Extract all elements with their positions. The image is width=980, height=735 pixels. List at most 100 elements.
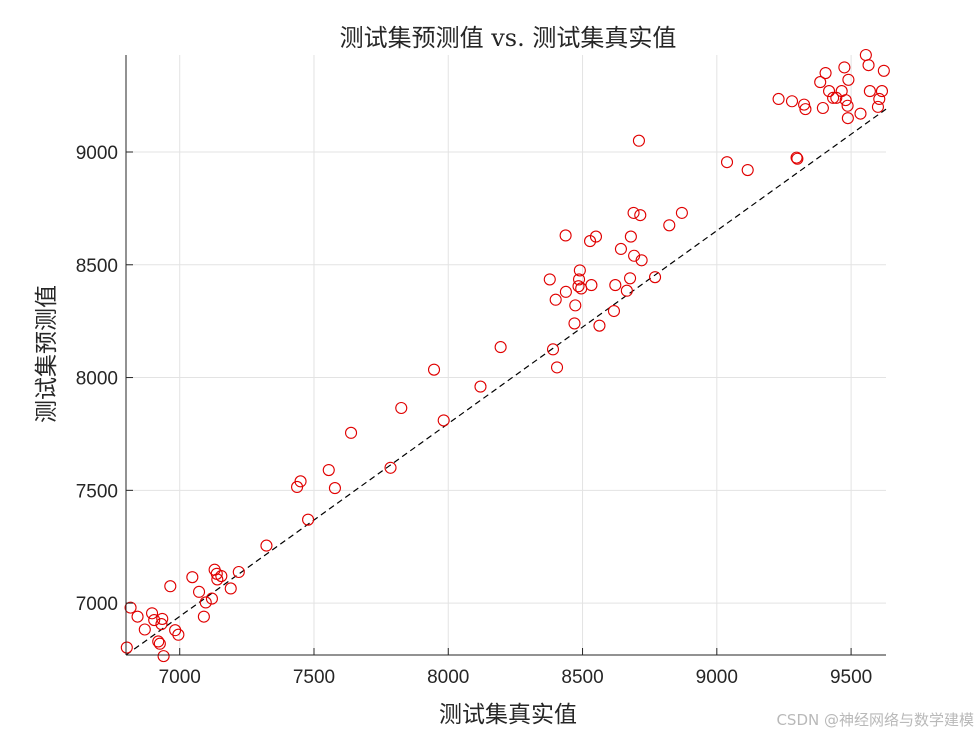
data-point xyxy=(620,284,633,297)
x-tick-label: 9000 xyxy=(696,667,738,688)
grid xyxy=(126,55,886,655)
y-tick-label: 8000 xyxy=(76,369,118,390)
points-group xyxy=(120,48,890,663)
data-point xyxy=(814,76,827,89)
data-point xyxy=(648,271,662,284)
data-point xyxy=(131,610,144,623)
data-point xyxy=(427,363,441,376)
data-point xyxy=(437,414,450,427)
y-tick-label: 9000 xyxy=(76,143,118,164)
data-point xyxy=(474,380,487,393)
data-point xyxy=(624,272,637,285)
y-tick-label: 7000 xyxy=(76,594,118,615)
x-tick-labels: 7000 7500 8000 8500 9000 9500 xyxy=(159,667,873,688)
data-point xyxy=(634,209,647,222)
y-tick-label: 7500 xyxy=(76,481,118,502)
data-point xyxy=(148,613,161,627)
data-point xyxy=(172,628,185,641)
data-point xyxy=(614,242,627,256)
data-point xyxy=(675,206,688,219)
data-point xyxy=(627,206,640,219)
x-tick-label: 7500 xyxy=(293,667,335,688)
data-point xyxy=(145,607,159,620)
data-point xyxy=(839,94,852,107)
data-point xyxy=(607,304,621,318)
y-axis-label: 测试集预测值 xyxy=(34,285,60,423)
data-point xyxy=(164,580,177,593)
data-point xyxy=(232,565,245,579)
data-point xyxy=(624,230,637,243)
data-point xyxy=(593,319,606,332)
data-point xyxy=(772,92,785,106)
data-point xyxy=(395,401,408,415)
data-point xyxy=(862,59,875,72)
data-point xyxy=(120,641,133,654)
data-point xyxy=(156,612,169,625)
data-point xyxy=(841,99,854,112)
data-point xyxy=(628,249,641,262)
data-point xyxy=(589,230,603,243)
data-point xyxy=(153,637,166,650)
x-tick-label: 8000 xyxy=(427,667,469,688)
y-tick-labels: 7000 7500 8000 8500 9000 xyxy=(76,143,118,615)
y-tick-label: 8500 xyxy=(76,256,118,277)
data-point xyxy=(344,426,358,439)
data-point xyxy=(585,279,598,292)
data-point xyxy=(877,64,890,77)
data-point xyxy=(859,48,872,62)
data-point xyxy=(549,293,562,306)
data-point xyxy=(841,112,854,125)
reference-line-group xyxy=(125,108,887,656)
data-point xyxy=(294,475,307,488)
data-point xyxy=(328,482,341,495)
data-point xyxy=(798,98,811,111)
data-point xyxy=(816,101,829,115)
data-point xyxy=(559,229,572,242)
data-point xyxy=(863,85,876,98)
data-point xyxy=(871,100,884,113)
data-point xyxy=(152,635,165,648)
data-point xyxy=(838,61,851,74)
data-point xyxy=(302,513,315,526)
x-tick-label: 9500 xyxy=(830,667,872,688)
data-point xyxy=(663,219,676,232)
data-point xyxy=(199,596,212,609)
data-point xyxy=(224,582,237,595)
data-point xyxy=(609,279,622,292)
data-point xyxy=(384,461,397,474)
data-point xyxy=(720,156,734,169)
data-point xyxy=(546,343,560,356)
data-point xyxy=(205,592,218,605)
data-point xyxy=(572,280,585,293)
data-point xyxy=(799,103,812,116)
data-point xyxy=(819,66,832,80)
data-point xyxy=(124,601,137,614)
data-point xyxy=(155,618,168,631)
data-point xyxy=(785,95,799,108)
data-point xyxy=(791,152,804,165)
data-point xyxy=(322,463,335,477)
data-point xyxy=(211,573,224,586)
data-point xyxy=(157,650,170,663)
chart-title: 测试集预测值 vs. 测试集真实值 xyxy=(340,24,677,52)
data-point xyxy=(790,151,803,164)
x-tick-label: 8500 xyxy=(561,667,603,688)
data-point xyxy=(741,163,754,177)
data-point xyxy=(873,92,886,106)
data-point xyxy=(138,623,151,636)
x-tick-label: 7000 xyxy=(159,667,201,688)
data-point xyxy=(632,134,645,147)
data-point xyxy=(494,341,507,354)
data-point xyxy=(550,361,564,374)
data-point xyxy=(192,585,206,598)
data-point xyxy=(186,571,199,584)
reference-line xyxy=(125,108,887,656)
data-point xyxy=(827,91,840,104)
data-point xyxy=(569,299,582,312)
data-point xyxy=(573,264,586,277)
data-point xyxy=(215,570,228,583)
data-point xyxy=(823,85,836,98)
axes xyxy=(125,55,886,656)
data-point xyxy=(197,610,210,623)
data-point xyxy=(559,285,572,298)
